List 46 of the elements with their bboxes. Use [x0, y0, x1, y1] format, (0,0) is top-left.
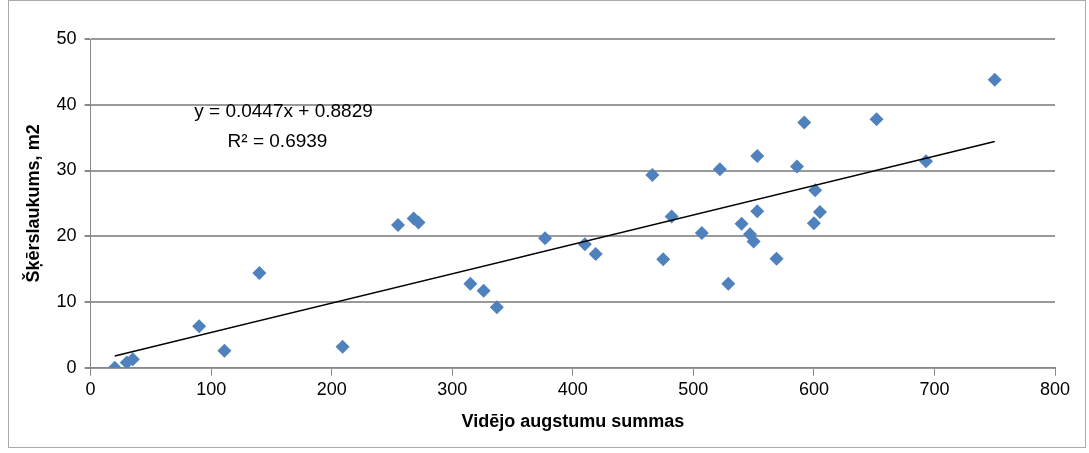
point [721, 276, 736, 291]
point [476, 283, 491, 298]
point [391, 218, 406, 233]
point [712, 162, 727, 177]
y-tick-label: 0 [66, 356, 77, 377]
point [217, 343, 232, 358]
point [746, 234, 761, 249]
y-tick-label: 20 [56, 225, 77, 246]
point [656, 252, 671, 267]
x-tick-label: 300 [437, 378, 468, 399]
point [987, 72, 1002, 87]
point [808, 183, 823, 198]
y-tick-label: 10 [56, 291, 77, 312]
point [797, 115, 812, 130]
point [812, 204, 827, 219]
y-tick-label: 40 [56, 93, 77, 114]
point [538, 231, 553, 246]
x-axis-title: Vidējo augstumu summas [461, 411, 685, 432]
y-tick-label: 30 [56, 159, 77, 180]
x-tick-label: 400 [557, 378, 588, 399]
point [463, 276, 478, 291]
point [750, 149, 765, 164]
point [588, 247, 603, 262]
y-tick-label: 50 [56, 27, 77, 48]
x-tick-label: 200 [316, 378, 347, 399]
point [734, 216, 749, 231]
annotation: y = 0.0447x + 0.8829 [194, 100, 373, 121]
point [489, 300, 504, 315]
point [869, 112, 884, 127]
point [694, 225, 709, 240]
x-tick-label: 500 [678, 378, 709, 399]
x-tick-label: 800 [1039, 378, 1071, 399]
x-tick-label: 600 [798, 378, 829, 399]
point [806, 216, 821, 231]
x-tick-label: 0 [85, 378, 96, 399]
point [750, 204, 765, 219]
point [192, 319, 207, 334]
point [335, 339, 350, 354]
point [769, 251, 784, 266]
x-tick-label: 100 [196, 378, 227, 399]
y-axis-title: Šķērslaukums, m2 [21, 124, 43, 283]
point [790, 159, 805, 174]
point [252, 266, 267, 281]
annotation: R² = 0.6939 [227, 130, 328, 151]
x-tick-label: 700 [919, 378, 950, 399]
point [645, 168, 660, 183]
